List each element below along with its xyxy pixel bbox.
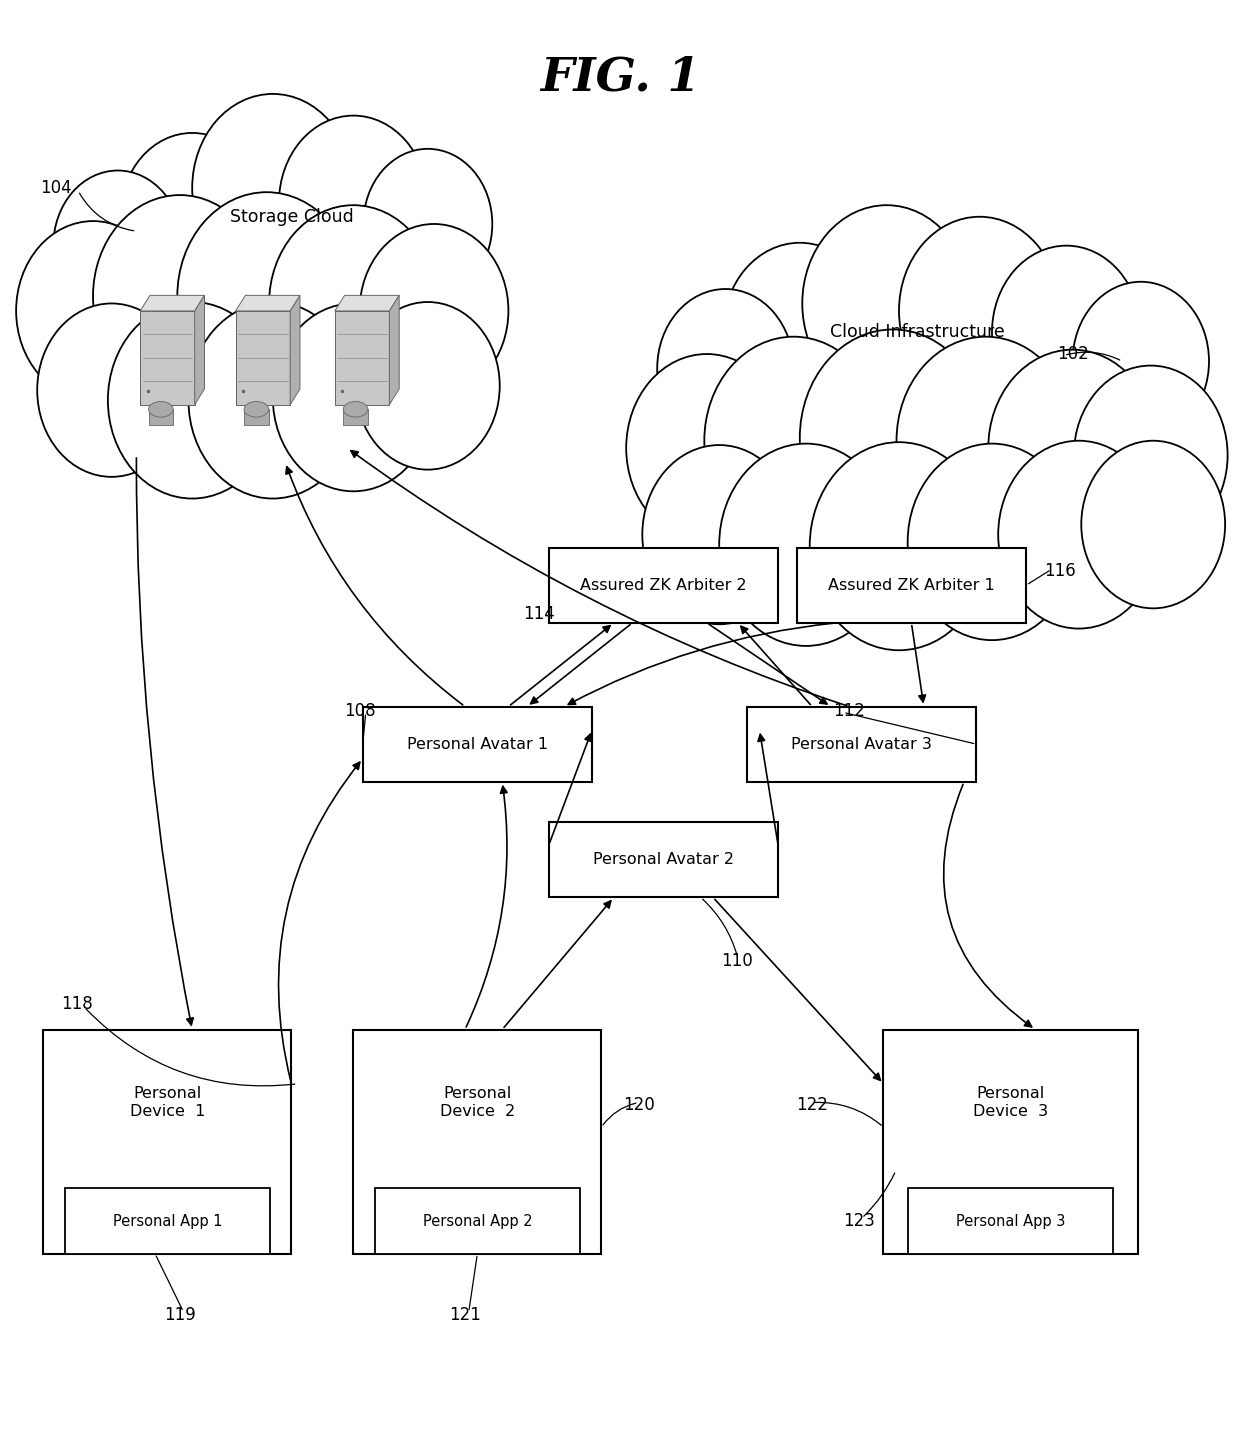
Circle shape — [810, 442, 988, 650]
Text: 120: 120 — [622, 1097, 655, 1114]
Ellipse shape — [343, 402, 368, 418]
FancyBboxPatch shape — [43, 1029, 291, 1253]
Text: 104: 104 — [40, 179, 72, 197]
Text: 116: 116 — [1044, 562, 1076, 579]
FancyBboxPatch shape — [883, 1029, 1137, 1253]
FancyBboxPatch shape — [353, 1029, 601, 1253]
Circle shape — [37, 303, 186, 477]
Text: 112: 112 — [833, 702, 866, 720]
Text: 110: 110 — [720, 952, 753, 970]
Text: Personal App 1: Personal App 1 — [113, 1214, 222, 1228]
Circle shape — [800, 329, 986, 546]
Text: 123: 123 — [843, 1212, 875, 1230]
Circle shape — [356, 302, 500, 470]
Circle shape — [120, 133, 264, 301]
Circle shape — [642, 445, 796, 624]
Circle shape — [360, 224, 508, 397]
Circle shape — [279, 116, 428, 289]
Circle shape — [93, 195, 267, 397]
Circle shape — [177, 192, 356, 400]
FancyBboxPatch shape — [66, 1188, 270, 1254]
Circle shape — [192, 94, 353, 282]
Circle shape — [992, 246, 1141, 419]
Text: 102: 102 — [1056, 345, 1089, 363]
Polygon shape — [140, 295, 205, 311]
Text: 122: 122 — [796, 1097, 828, 1114]
Polygon shape — [149, 409, 174, 425]
Polygon shape — [290, 295, 300, 405]
Circle shape — [269, 205, 438, 402]
Text: Personal Avatar 3: Personal Avatar 3 — [791, 737, 932, 751]
Circle shape — [1081, 441, 1225, 608]
Text: Personal Avatar 1: Personal Avatar 1 — [407, 737, 548, 751]
Circle shape — [719, 444, 893, 646]
Circle shape — [273, 303, 434, 491]
Text: 108: 108 — [343, 702, 376, 720]
Text: 119: 119 — [164, 1306, 196, 1324]
FancyBboxPatch shape — [374, 1188, 580, 1254]
Circle shape — [16, 221, 170, 400]
Ellipse shape — [244, 402, 269, 418]
Circle shape — [908, 444, 1076, 640]
Ellipse shape — [149, 402, 174, 418]
Circle shape — [53, 171, 182, 321]
FancyBboxPatch shape — [908, 1188, 1112, 1254]
Polygon shape — [195, 295, 205, 405]
FancyBboxPatch shape — [549, 822, 779, 897]
Circle shape — [108, 302, 277, 499]
Circle shape — [998, 441, 1159, 629]
FancyBboxPatch shape — [335, 311, 389, 405]
Polygon shape — [389, 295, 399, 405]
FancyBboxPatch shape — [746, 707, 976, 782]
Text: Storage Cloud: Storage Cloud — [229, 208, 353, 225]
Polygon shape — [343, 409, 368, 425]
Text: Personal
Device  1: Personal Device 1 — [130, 1087, 205, 1118]
FancyBboxPatch shape — [362, 707, 593, 782]
Text: Personal
Device  3: Personal Device 3 — [973, 1087, 1048, 1118]
Circle shape — [1074, 366, 1228, 545]
FancyBboxPatch shape — [549, 548, 779, 623]
Circle shape — [897, 337, 1075, 545]
Polygon shape — [244, 409, 269, 425]
Circle shape — [363, 149, 492, 299]
Circle shape — [657, 289, 794, 448]
Text: Assured ZK Arbiter 1: Assured ZK Arbiter 1 — [828, 578, 994, 592]
Circle shape — [704, 337, 883, 545]
Text: Cloud Infrastructure: Cloud Infrastructure — [831, 324, 1004, 341]
Text: 121: 121 — [449, 1306, 481, 1324]
Text: Personal App 3: Personal App 3 — [956, 1214, 1065, 1228]
Polygon shape — [236, 295, 300, 311]
Circle shape — [188, 302, 357, 499]
FancyBboxPatch shape — [140, 311, 195, 405]
Circle shape — [988, 350, 1157, 546]
Circle shape — [723, 243, 877, 422]
Circle shape — [899, 217, 1060, 405]
Text: Personal
Device  2: Personal Device 2 — [440, 1087, 515, 1118]
Text: 114: 114 — [523, 605, 556, 623]
Text: FIG. 1: FIG. 1 — [539, 55, 701, 101]
Circle shape — [1073, 282, 1209, 441]
Text: Personal Avatar 2: Personal Avatar 2 — [593, 853, 734, 867]
Circle shape — [802, 205, 971, 402]
Text: Personal App 2: Personal App 2 — [423, 1214, 532, 1228]
Circle shape — [626, 354, 787, 542]
Text: 118: 118 — [61, 996, 93, 1013]
Text: Assured ZK Arbiter 2: Assured ZK Arbiter 2 — [580, 578, 746, 592]
FancyBboxPatch shape — [796, 548, 1025, 623]
FancyBboxPatch shape — [236, 311, 290, 405]
Polygon shape — [335, 295, 399, 311]
